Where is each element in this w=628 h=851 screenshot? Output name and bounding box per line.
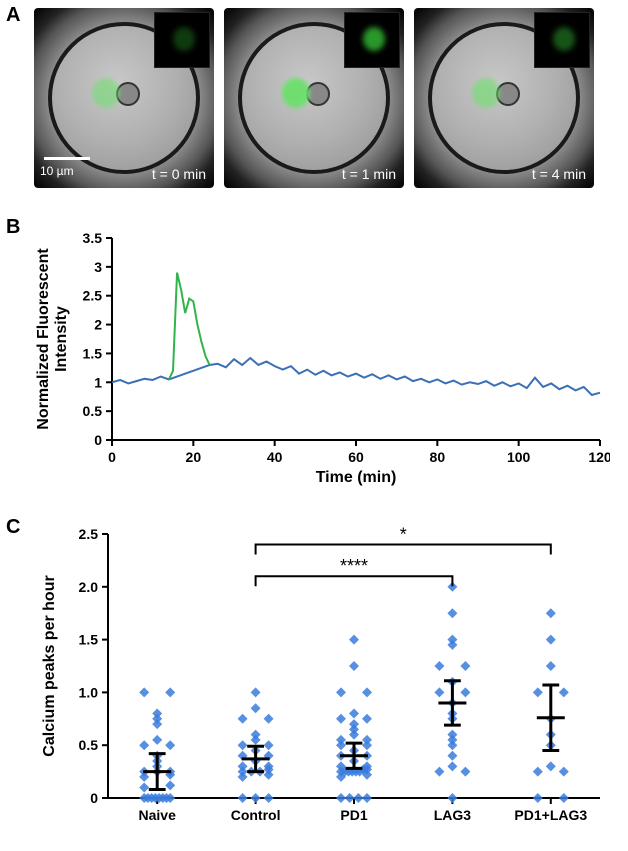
svg-text:0.5: 0.5 — [83, 403, 103, 419]
fluorescence-inset — [154, 12, 210, 68]
svg-text:2.5: 2.5 — [79, 526, 99, 542]
svg-text:120: 120 — [588, 449, 610, 465]
scale-label: 10 µm — [40, 164, 74, 178]
svg-text:*: * — [400, 526, 407, 545]
panel-c-stripchart: 0 0.5 1.0 1.5 2.0 2.5 Calcium peaks per hour Na… — [34, 526, 610, 834]
time-label: t = 0 min — [152, 166, 206, 182]
panel-label-c: C — [6, 516, 20, 539]
svg-text:100: 100 — [507, 449, 531, 465]
fluorescence-inset — [534, 12, 590, 68]
svg-text:PD1+LAG3: PD1+LAG3 — [514, 807, 587, 823]
svg-text:1: 1 — [94, 374, 102, 390]
svg-text:20: 20 — [186, 449, 202, 465]
svg-text:2.5: 2.5 — [83, 288, 103, 304]
svg-text:40: 40 — [267, 449, 283, 465]
svg-text:Time (min): Time (min) — [316, 469, 397, 486]
svg-text:Control: Control — [231, 807, 281, 823]
svg-text:0: 0 — [108, 449, 116, 465]
svg-text:Normalized Fluorescent: Normalized Fluorescent — [35, 248, 52, 430]
time-label: t = 4 min — [532, 166, 586, 182]
svg-text:0: 0 — [94, 432, 102, 448]
panel-label-b: B — [6, 216, 20, 239]
svg-text:3.5: 3.5 — [83, 230, 103, 246]
svg-text:LAG3: LAG3 — [434, 807, 472, 823]
panel-a-micrographs: 10 µm t = 0 min t = 1 min t = 4 min — [34, 8, 598, 188]
panel-b-linechart: 0 20 40 60 80 100 120 0 0.5 1 1.5 2 2.5 3 3.5 Time (min… — [34, 228, 610, 488]
svg-text:80: 80 — [430, 449, 446, 465]
svg-text:1.5: 1.5 — [79, 632, 99, 648]
time-label: t = 1 min — [342, 166, 396, 182]
micrograph-frame: t = 1 min — [224, 8, 404, 188]
fluorescence-inset — [344, 12, 400, 68]
svg-text:PD1: PD1 — [340, 807, 367, 823]
svg-text:1.5: 1.5 — [83, 345, 103, 361]
panel-label-a: A — [6, 4, 20, 27]
svg-text:3: 3 — [94, 259, 102, 275]
svg-text:****: **** — [340, 556, 368, 576]
svg-text:1.0: 1.0 — [79, 684, 99, 700]
svg-text:2: 2 — [94, 317, 102, 333]
svg-text:Calcium peaks per hour: Calcium peaks per hour — [41, 575, 58, 756]
svg-text:0.5: 0.5 — [79, 737, 99, 753]
micrograph-frame: 10 µm t = 0 min — [34, 8, 214, 188]
micrograph-frame: t = 4 min — [414, 8, 594, 188]
svg-text:0: 0 — [90, 790, 98, 806]
svg-text:Naive: Naive — [139, 807, 177, 823]
svg-text:2.0: 2.0 — [79, 579, 99, 595]
svg-text:Intensity: Intensity — [53, 306, 70, 372]
svg-text:60: 60 — [348, 449, 364, 465]
scale-bar — [44, 157, 90, 160]
